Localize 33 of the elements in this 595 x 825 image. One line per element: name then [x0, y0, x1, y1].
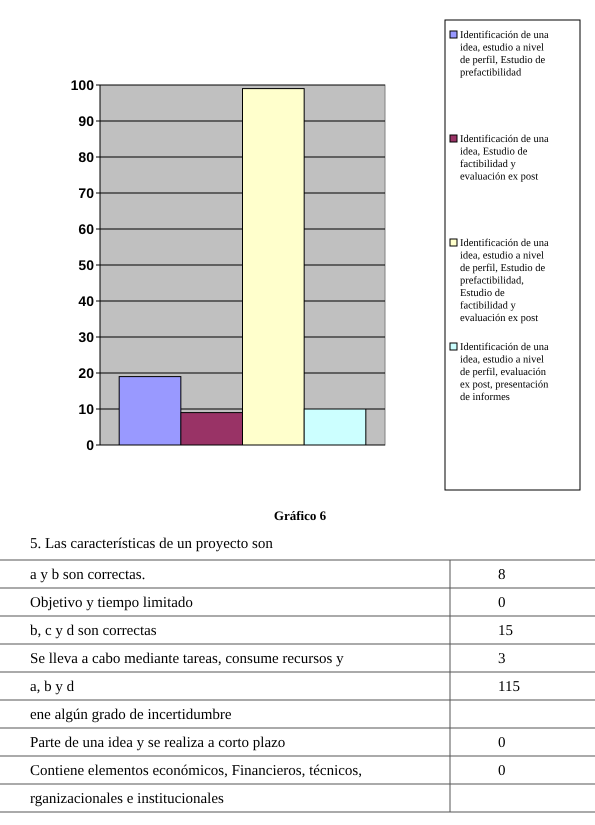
- text: 8: [498, 567, 506, 583]
- y-tick-label: 40: [78, 292, 94, 309]
- text: 3: [498, 651, 506, 667]
- text: ene algún grado de incertidumbre: [30, 707, 232, 723]
- y-tick-label: 100: [70, 76, 94, 93]
- legend-label: Identificación de una idea, Estudio de factibilidad y evaluación ex post: [460, 134, 549, 182]
- y-tick-label: 20: [78, 364, 94, 381]
- text: b, c y d son correctas: [30, 623, 157, 639]
- text: Gráfico 6: [274, 508, 327, 523]
- text: 115: [498, 679, 520, 695]
- y-tick-label: 80: [78, 148, 94, 165]
- y-tick-label: 70: [78, 184, 94, 201]
- legend-label: Identificación de una idea, estudio a nivel de perfil, evaluación ex post, presentación de informes: [460, 342, 550, 403]
- legend-label: Identificación de una idea, estudio a nivel de perfil, Estudio de prefactibilidad, Estudio de factibilidad y evaluación ex post: [460, 238, 549, 324]
- y-tick-label: 50: [78, 256, 94, 273]
- text: 0: [498, 735, 506, 751]
- y-tick-label: 30: [78, 328, 94, 345]
- text: 5. Las características de un proyecto son: [30, 536, 274, 552]
- legend-label: Identificación de una idea, estudio a nivel de perfil, Estudio de prefactibilidad: [460, 30, 549, 78]
- y-tick-label: 60: [78, 220, 94, 237]
- text: 0: [498, 763, 506, 779]
- text: a, b y d: [30, 679, 75, 695]
- y-tick-label: 90: [78, 112, 94, 129]
- y-tick-label: 0: [86, 436, 94, 453]
- text: 15: [498, 623, 513, 639]
- text: Se lleva a cabo mediante tareas, consume recursos y: [30, 651, 344, 667]
- text: rganizacionales e institucionales: [30, 791, 224, 807]
- text: a y b son correctas.: [30, 567, 146, 583]
- text: 0: [498, 595, 506, 611]
- text: Contiene elementos económicos, Financieros, técnicos,: [30, 763, 362, 779]
- text: Objetivo y tiempo limitado: [30, 595, 193, 611]
- text: Parte de una idea y se realiza a corto plazo: [30, 735, 286, 751]
- y-tick-label: 10: [78, 400, 94, 417]
